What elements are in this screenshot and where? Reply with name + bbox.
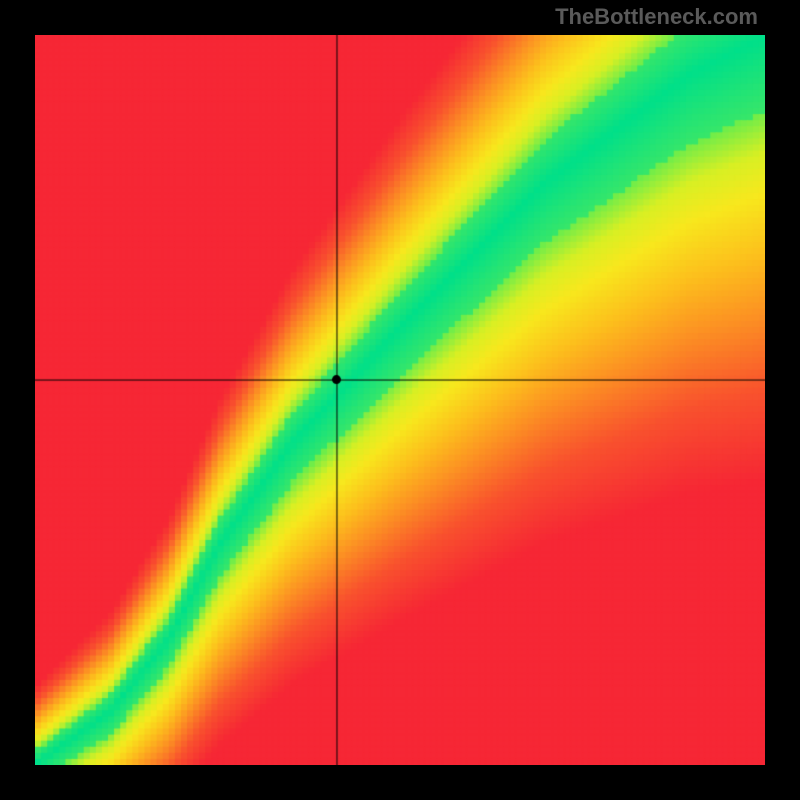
bottleneck-heatmap: [35, 35, 765, 765]
watermark-text: TheBottleneck.com: [555, 4, 758, 30]
chart-frame: TheBottleneck.com: [0, 0, 800, 800]
